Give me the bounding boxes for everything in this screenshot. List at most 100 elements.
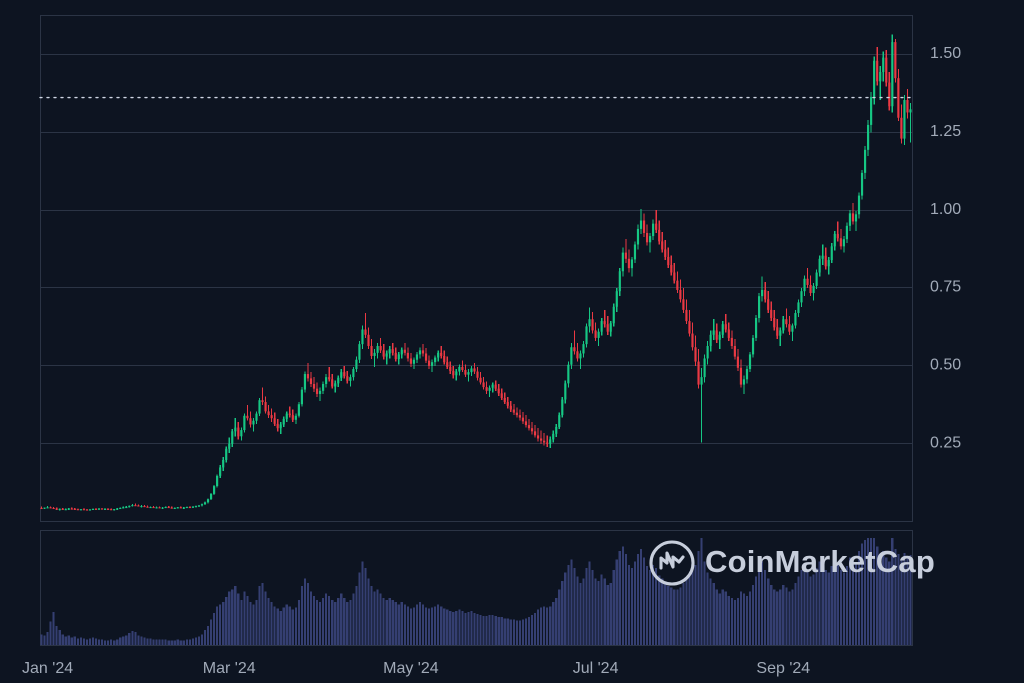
candle-body[interactable]	[543, 440, 546, 443]
candle-body[interactable]	[694, 347, 697, 362]
candle-body[interactable]	[355, 359, 358, 370]
candle-body[interactable]	[306, 374, 310, 379]
candle-body[interactable]	[264, 402, 267, 412]
candle-body[interactable]	[343, 372, 346, 377]
candle-body[interactable]	[467, 372, 470, 375]
candle-body[interactable]	[143, 506, 146, 508]
candle-body[interactable]	[300, 389, 303, 405]
candle-body[interactable]	[440, 352, 443, 356]
candle-body[interactable]	[382, 350, 385, 357]
candle-body[interactable]	[860, 172, 864, 196]
candle-body[interactable]	[758, 296, 761, 318]
candle-body[interactable]	[391, 349, 394, 353]
candle-body[interactable]	[624, 252, 627, 259]
candle-body[interactable]	[82, 509, 85, 511]
candle-body[interactable]	[473, 368, 476, 372]
candle-body[interactable]	[110, 509, 113, 511]
candle-body[interactable]	[119, 507, 122, 510]
candle-body[interactable]	[812, 285, 815, 294]
candle-body[interactable]	[100, 508, 104, 510]
candle-body[interactable]	[794, 313, 797, 326]
candle-body[interactable]	[818, 258, 821, 273]
candle-body[interactable]	[149, 506, 152, 509]
candle-body[interactable]	[667, 256, 670, 266]
candle-body[interactable]	[406, 352, 409, 359]
candle-body[interactable]	[291, 415, 294, 420]
candle-body[interactable]	[776, 327, 779, 336]
candle-body[interactable]	[906, 100, 909, 113]
candle-body[interactable]	[234, 427, 237, 432]
candle-body[interactable]	[600, 321, 603, 332]
candle-body[interactable]	[443, 355, 446, 363]
candle-body[interactable]	[833, 233, 836, 247]
candle-body[interactable]	[409, 358, 412, 364]
candle-body[interactable]	[455, 371, 458, 376]
candle-body[interactable]	[688, 321, 691, 334]
candle-body[interactable]	[421, 350, 425, 354]
candle-body[interactable]	[337, 377, 340, 384]
candle-body[interactable]	[376, 346, 379, 353]
candle-body[interactable]	[370, 346, 373, 356]
candle-body[interactable]	[679, 289, 682, 300]
candle-body[interactable]	[403, 349, 406, 353]
candle-body[interactable]	[618, 271, 621, 292]
candle-body[interactable]	[900, 117, 903, 139]
candle-body[interactable]	[806, 278, 809, 285]
candle-body[interactable]	[179, 507, 182, 509]
candle-body[interactable]	[388, 349, 391, 354]
candle-body[interactable]	[742, 379, 746, 385]
candle-body[interactable]	[830, 246, 833, 261]
candle-body[interactable]	[585, 326, 588, 345]
candle-body[interactable]	[709, 334, 712, 346]
candle-body[interactable]	[164, 506, 167, 509]
candle-body[interactable]	[909, 109, 912, 113]
candle-body[interactable]	[470, 368, 473, 373]
candle-body[interactable]	[491, 384, 494, 388]
candle-body[interactable]	[751, 337, 755, 355]
candle-body[interactable]	[567, 364, 570, 384]
candle-body[interactable]	[400, 349, 403, 355]
candle-body[interactable]	[827, 260, 830, 267]
candle-body[interactable]	[70, 508, 73, 510]
candle-body[interactable]	[773, 317, 776, 328]
candle-body[interactable]	[703, 358, 706, 378]
candle-body[interactable]	[739, 367, 743, 385]
candle-body[interactable]	[46, 507, 49, 509]
candle-body[interactable]	[573, 347, 576, 352]
candle-body[interactable]	[715, 330, 718, 340]
candle-body[interactable]	[176, 507, 179, 509]
candle-body[interactable]	[863, 149, 867, 173]
candle-body[interactable]	[579, 353, 582, 359]
candle-body[interactable]	[325, 377, 328, 384]
candle-body[interactable]	[621, 252, 624, 272]
candle-body[interactable]	[594, 330, 597, 338]
candle-body[interactable]	[85, 509, 89, 511]
candle-body[interactable]	[745, 369, 749, 380]
candle-body[interactable]	[107, 508, 110, 510]
candle-body[interactable]	[461, 366, 464, 370]
candle-body[interactable]	[627, 258, 630, 269]
candle-body[interactable]	[200, 504, 204, 506]
candle-body[interactable]	[494, 384, 497, 389]
candle-body[interactable]	[418, 350, 422, 355]
candle-body[interactable]	[76, 509, 79, 511]
candle-body[interactable]	[779, 330, 782, 336]
candle-body[interactable]	[125, 506, 128, 509]
candle-body[interactable]	[897, 78, 900, 118]
candle-body[interactable]	[273, 418, 276, 424]
candle-body[interactable]	[188, 506, 191, 509]
candle-body[interactable]	[476, 371, 479, 378]
candle-body[interactable]	[219, 467, 222, 476]
candle-body[interactable]	[718, 334, 721, 340]
candle-body[interactable]	[94, 508, 98, 510]
candle-body[interactable]	[222, 459, 225, 468]
candle-body[interactable]	[261, 400, 264, 403]
candle-body[interactable]	[364, 329, 367, 335]
candle-body[interactable]	[815, 272, 818, 286]
candle-body[interactable]	[851, 213, 855, 222]
candle-body[interactable]	[824, 255, 827, 267]
candle-body[interactable]	[664, 249, 667, 257]
candle-body[interactable]	[452, 370, 455, 376]
candle-body[interactable]	[497, 388, 500, 394]
candle-body[interactable]	[603, 321, 606, 325]
